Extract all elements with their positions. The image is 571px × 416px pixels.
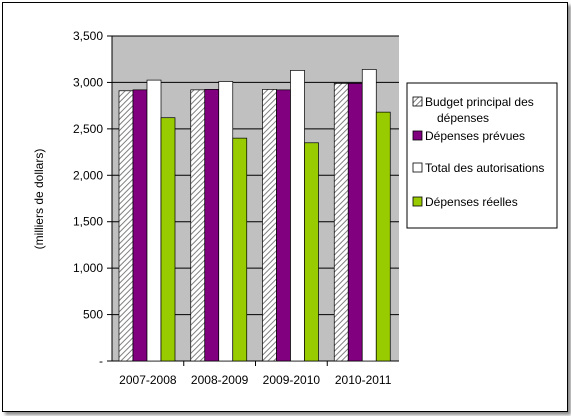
legend-label: Total des autorisations — [425, 161, 544, 175]
legend: Budget principal des dépenses Dépenses pré… — [412, 95, 544, 209]
legend-label: dépenses — [437, 111, 489, 125]
bar — [333, 83, 349, 362]
bar — [232, 137, 248, 362]
x-category-label: 2009-2010 — [263, 373, 321, 387]
y-axis-tick-labels: - 500 1,000 1,500 2,000 2,500 3,000 3,500 — [73, 29, 103, 368]
bar — [146, 79, 162, 362]
bars — [118, 69, 391, 362]
bar — [218, 81, 234, 362]
bar — [290, 70, 305, 362]
legend-swatch — [412, 130, 423, 141]
bar — [132, 89, 148, 362]
legend-label: Budget principal des — [425, 95, 534, 109]
bar — [347, 83, 363, 362]
x-axis-category-labels: 2007-2008 2008-2009 2009-2010 2010-2011 — [119, 373, 392, 387]
legend-label: Dépenses réelles — [425, 195, 518, 209]
bar — [304, 142, 319, 362]
x-category-label: 2010-2011 — [335, 373, 392, 387]
y-tick-label: 3,000 — [73, 75, 103, 89]
legend-swatch — [412, 96, 423, 107]
bar — [262, 89, 277, 362]
bar — [160, 117, 176, 362]
y-tick-label: 1,500 — [73, 215, 103, 229]
y-tick-label: 500 — [83, 308, 103, 322]
y-axis-label: (milliers de dollars) — [32, 149, 46, 250]
legend-swatch — [412, 162, 423, 173]
bar — [204, 89, 220, 362]
y-tick-label: 2,500 — [73, 122, 103, 136]
bar — [361, 69, 377, 362]
y-tick-label: 1,000 — [73, 261, 103, 275]
x-category-label: 2008-2009 — [191, 373, 249, 387]
y-tick-label: 2,000 — [73, 168, 103, 182]
bar — [276, 89, 291, 362]
bar — [190, 89, 206, 362]
y-tick-label: 3,500 — [73, 29, 103, 43]
bar-chart: - 500 1,000 1,500 2,000 2,500 3,000 3,500 2007-… — [32, 29, 558, 387]
y-tick-label: - — [99, 354, 103, 368]
legend-swatch — [412, 196, 423, 207]
legend-label: Dépenses prévues — [425, 129, 525, 143]
x-category-label: 2007-2008 — [119, 373, 177, 387]
bar — [118, 90, 134, 362]
bar — [375, 111, 391, 362]
chart-frame: - 500 1,000 1,500 2,000 2,500 3,000 3,500 2007-… — [2, 2, 568, 412]
legend-box — [406, 82, 558, 229]
